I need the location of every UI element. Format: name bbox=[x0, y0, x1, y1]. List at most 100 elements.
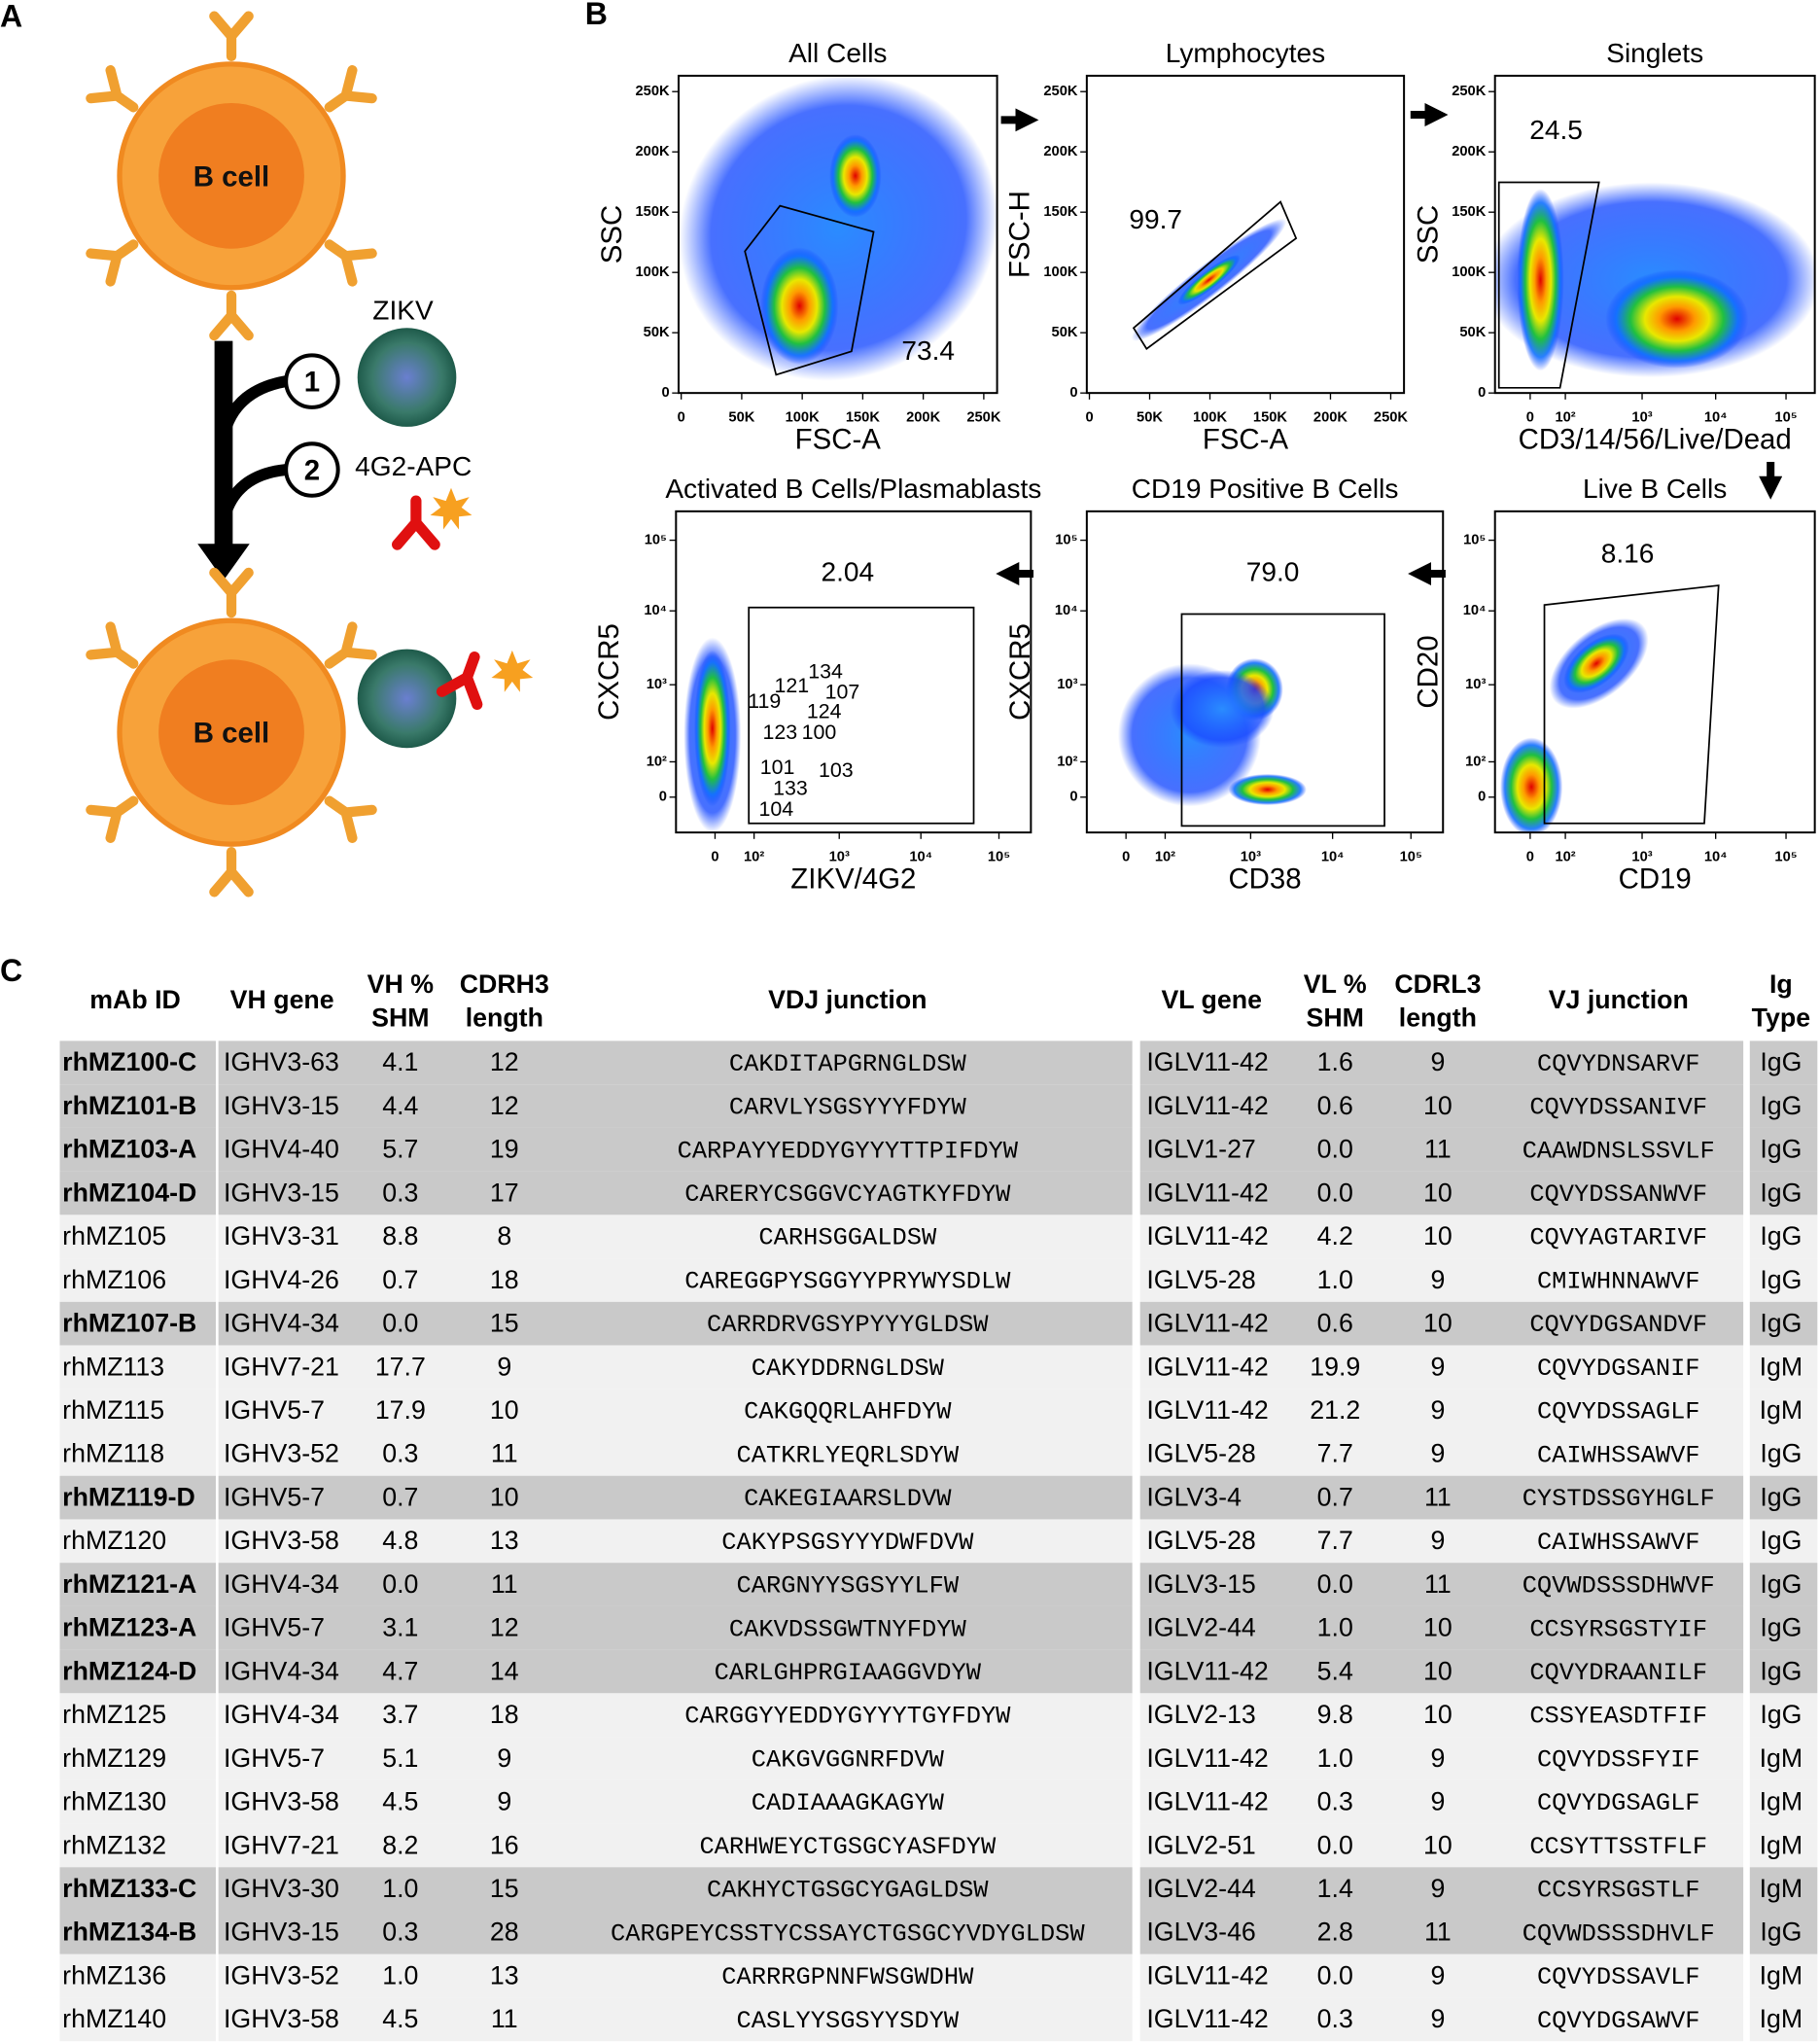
table-cell: rhMZ115 bbox=[62, 1395, 164, 1425]
table-cell: 1.0 bbox=[382, 1960, 418, 1989]
row-background bbox=[1749, 1779, 1818, 1824]
row-background bbox=[218, 1693, 1133, 1738]
row-background bbox=[59, 1171, 216, 1215]
y-axis-label: CD20 bbox=[1413, 635, 1445, 708]
table-cell: 0.0 bbox=[1317, 1960, 1353, 1989]
column-header: Ig bbox=[1769, 969, 1793, 999]
table-cell: 12 bbox=[490, 1613, 519, 1642]
y-axis-label: SSC bbox=[596, 205, 628, 264]
table-cell: IGHV3-31 bbox=[224, 1221, 339, 1250]
gate bbox=[1132, 200, 1298, 350]
table-cell: IGHV5-7 bbox=[224, 1613, 325, 1642]
table-cell: IgG bbox=[1760, 1700, 1802, 1729]
table-cell: IGHV5-7 bbox=[224, 1482, 325, 1511]
y-axis-label: CXCR5 bbox=[593, 623, 625, 721]
row-background bbox=[59, 1345, 216, 1390]
table-cell: rhMZ103-A bbox=[62, 1135, 196, 1164]
table-cell: 9 bbox=[1430, 1874, 1445, 1903]
table-cell: IgG bbox=[1760, 1091, 1802, 1120]
table-cell: 0.6 bbox=[1317, 1309, 1353, 1338]
table-cell: IGLV3-46 bbox=[1146, 1918, 1255, 1947]
cell-label: 107 bbox=[825, 681, 860, 704]
row-background bbox=[1139, 1040, 1744, 1085]
column-header: VDJ junction bbox=[768, 985, 927, 1014]
antibody-shape bbox=[209, 11, 254, 61]
row-background bbox=[59, 1997, 216, 2042]
table-cell: 1.4 bbox=[1317, 1874, 1353, 1903]
panel-label: A bbox=[0, 0, 22, 34]
table-cell: CARGNYYSGSYYLFW bbox=[737, 1572, 960, 1601]
x-axis-label: FSC-A bbox=[1203, 423, 1289, 455]
fluorophore bbox=[430, 487, 472, 530]
y-axis-label: FSC-H bbox=[1004, 191, 1036, 278]
y-tick-label: 10⁵ bbox=[645, 532, 667, 547]
table-cell: 10 bbox=[1423, 1091, 1452, 1120]
table-cell: 4.2 bbox=[1317, 1221, 1353, 1250]
row-background bbox=[59, 1867, 216, 1912]
gate bbox=[1543, 584, 1720, 825]
row-background bbox=[218, 1954, 1133, 1998]
table-cell: 14 bbox=[490, 1656, 519, 1685]
row-background bbox=[1749, 1215, 1818, 1259]
row-background bbox=[1139, 1171, 1744, 1215]
plot-title: Live B Cells bbox=[1583, 474, 1727, 504]
table-cell: 2.8 bbox=[1317, 1918, 1353, 1947]
row-background bbox=[1749, 1737, 1818, 1780]
cell-label: 103 bbox=[819, 758, 854, 782]
table-cell: IgM bbox=[1760, 1743, 1803, 1773]
row-background bbox=[1139, 1563, 1744, 1606]
table-cell: rhMZ119-D bbox=[62, 1482, 195, 1511]
gate bbox=[744, 204, 875, 376]
x-axis-label: CD19 bbox=[1619, 863, 1692, 895]
table-cell: IGLV3-4 bbox=[1146, 1482, 1242, 1511]
table-cell: 10 bbox=[1423, 1613, 1452, 1642]
x-tick-label: 50K bbox=[728, 409, 754, 425]
table-cell: rhMZ104-D bbox=[62, 1178, 196, 1207]
table-cell: 0.7 bbox=[1317, 1482, 1353, 1511]
column-header: CDRH3 bbox=[460, 969, 549, 999]
table-cell: 9 bbox=[1430, 1743, 1445, 1773]
table-cell: IGLV11-42 bbox=[1146, 1047, 1268, 1076]
x-tick-label: 10² bbox=[1555, 409, 1575, 425]
antibody bbox=[324, 65, 377, 113]
table-cell: CAKGQQRLAHFDYW bbox=[744, 1398, 952, 1426]
table-cell: rhMZ132 bbox=[62, 1830, 166, 1859]
row-background bbox=[218, 1737, 1133, 1780]
table-cell: CQVYDGSANDVF bbox=[1529, 1311, 1707, 1339]
table-cell: CQVYDGSAWVF bbox=[1537, 2007, 1700, 2035]
table-cell: IGLV11-42 bbox=[1146, 1221, 1268, 1250]
table-cell: IGLV11-42 bbox=[1146, 1309, 1268, 1338]
gate-percent: 24.5 bbox=[1529, 115, 1583, 145]
column-header: length bbox=[466, 1003, 543, 1033]
y-tick-label: 50K bbox=[644, 325, 670, 340]
table-cell: CAKEGIAARSLDVW bbox=[744, 1485, 952, 1513]
cell-nucleus bbox=[158, 659, 304, 806]
table-cell: 5.4 bbox=[1317, 1656, 1353, 1685]
row-background bbox=[218, 1432, 1133, 1476]
row-background bbox=[1749, 1432, 1818, 1476]
density-cloud bbox=[1563, 633, 1629, 693]
x-tick-label: 200K bbox=[906, 409, 941, 425]
row-background bbox=[1139, 1215, 1744, 1259]
table-cell: CAKHYCTGSGCYGAGLDSW bbox=[707, 1877, 989, 1905]
table-cell: 5.7 bbox=[382, 1135, 418, 1164]
table-cell: 17.9 bbox=[375, 1395, 426, 1425]
x-axis-label: ZIKV/4G2 bbox=[790, 863, 916, 895]
y-tick-label: 50K bbox=[1052, 325, 1078, 340]
table-cell: IGLV11-42 bbox=[1146, 1352, 1268, 1381]
table-cell: IgG bbox=[1760, 1918, 1802, 1947]
y-tick-label: 100K bbox=[1043, 264, 1078, 280]
table-cell: rhMZ106 bbox=[62, 1265, 166, 1294]
x-tick-label: 250K bbox=[966, 409, 1001, 425]
row-background bbox=[218, 1823, 1133, 1868]
table-cell: 18 bbox=[490, 1700, 519, 1729]
table-cell: 12 bbox=[490, 1047, 519, 1076]
table-cell: rhMZ105 bbox=[62, 1221, 166, 1250]
table-cell: IGLV5-28 bbox=[1146, 1439, 1255, 1468]
table-cell: 9 bbox=[497, 1743, 511, 1773]
antibody bbox=[209, 11, 254, 61]
antibody bbox=[209, 567, 254, 618]
y-tick-label: 100K bbox=[1452, 264, 1487, 280]
table-cell: 10 bbox=[1423, 1700, 1452, 1729]
cell-label: 124 bbox=[807, 700, 842, 723]
